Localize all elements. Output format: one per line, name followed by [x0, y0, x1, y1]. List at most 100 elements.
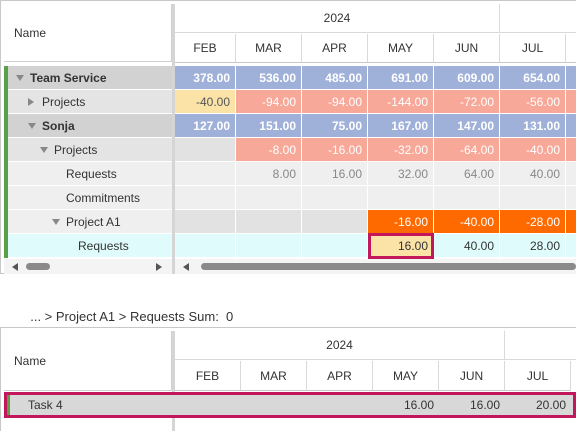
data-cell[interactable]: 167.00 [368, 114, 434, 138]
data-cell[interactable] [500, 186, 566, 210]
data-cell[interactable]: 378.00 [175, 66, 236, 90]
data-cell[interactable] [368, 186, 434, 210]
data-cell[interactable]: 485.00 [302, 66, 368, 90]
tree-row-projects[interactable]: Projects [8, 138, 172, 162]
tree-row-requests[interactable]: Requests [8, 234, 172, 258]
name-pane-scrollbar[interactable] [4, 259, 172, 274]
data-cell[interactable]: -16.00 [368, 210, 434, 234]
data-cell[interactable]: -72.00 [434, 90, 500, 114]
data-cell[interactable]: -144.00 [368, 90, 434, 114]
data-cell[interactable] [236, 234, 302, 258]
data-cell[interactable]: 536.00 [236, 66, 302, 90]
data-cell[interactable]: 654.00 [500, 66, 566, 90]
month-header-mar[interactable]: MAR [236, 34, 302, 63]
data-cell[interactable] [302, 210, 368, 234]
month-header-jun[interactable]: JUN [434, 34, 500, 63]
bottom-month-header-jun[interactable]: JUN [439, 361, 505, 391]
month-header-may[interactable]: MAY [368, 34, 434, 63]
cell-value: 64.00 [463, 166, 494, 181]
tree-row-commitments[interactable]: Commitments [8, 186, 172, 210]
bottom-month-header-jul[interactable]: JUL [505, 361, 571, 391]
data-cell[interactable]: 75.00 [302, 114, 368, 138]
bottom-month-header-feb[interactable]: FEB [175, 361, 241, 391]
bottom-data-cell[interactable]: 16.00 [373, 393, 439, 417]
data-cell[interactable]: -40.00 [500, 138, 566, 162]
tree-row-label: Sonja [42, 118, 75, 133]
data-pane-scrollbar[interactable] [175, 259, 576, 274]
scroll-left-icon[interactable] [183, 263, 189, 271]
row-level-indicator [4, 66, 8, 90]
data-cell-overflow [566, 162, 576, 186]
data-cell[interactable] [302, 186, 368, 210]
data-cell[interactable]: -40.00 [175, 90, 236, 114]
tree-row-projects[interactable]: Projects [8, 90, 172, 114]
tree-row-team-service[interactable]: Team Service [8, 66, 172, 90]
cell-value: 131.00 [523, 118, 560, 133]
cell-value: -144.00 [387, 94, 428, 109]
task-row-task-4[interactable]: Task 4 [10, 393, 172, 417]
expand-arrow-icon[interactable] [28, 97, 34, 106]
cell-value: 8.00 [272, 166, 296, 181]
data-cell[interactable]: -94.00 [236, 90, 302, 114]
data-cell[interactable]: -32.00 [368, 138, 434, 162]
scroll-right-icon[interactable] [156, 263, 162, 271]
bottom-month-header-apr[interactable]: APR [307, 361, 373, 391]
month-header-jul[interactable]: JUL [500, 34, 566, 63]
data-cell-overflow [566, 234, 576, 258]
data-cell[interactable] [175, 162, 236, 186]
month-header-feb[interactable]: FEB [175, 34, 236, 63]
scroll-left-icon[interactable] [12, 263, 18, 271]
data-cell[interactable] [302, 234, 368, 258]
data-cell[interactable] [175, 186, 236, 210]
data-cell[interactable]: 147.00 [434, 114, 500, 138]
month-header-apr[interactable]: APR [302, 34, 368, 63]
data-cell[interactable] [236, 186, 302, 210]
data-cell[interactable] [434, 186, 500, 210]
data-cell[interactable]: -56.00 [500, 90, 566, 114]
collapse-arrow-icon[interactable] [40, 146, 48, 153]
name-column-header[interactable]: Name [4, 4, 172, 62]
bottom-name-column-header[interactable]: Name [4, 331, 172, 391]
tree-row-sonja[interactable]: Sonja [8, 114, 172, 138]
data-cell[interactable]: 691.00 [368, 66, 434, 90]
data-cell[interactable]: 16.00 [368, 234, 434, 258]
collapse-arrow-icon[interactable] [28, 122, 36, 129]
cell-value: 151.00 [259, 118, 296, 133]
cell-value: 40.00 [463, 238, 494, 253]
data-cell[interactable]: -64.00 [434, 138, 500, 162]
scrollbar-thumb[interactable] [201, 263, 576, 270]
data-cell[interactable] [175, 210, 236, 234]
bottom-month-header-mar[interactable]: MAR [241, 361, 307, 391]
data-cell[interactable]: 32.00 [368, 162, 434, 186]
collapse-arrow-icon[interactable] [52, 218, 60, 225]
data-cell[interactable] [175, 138, 236, 162]
cell-value: 32.00 [397, 166, 428, 181]
collapse-arrow-icon[interactable] [16, 74, 24, 81]
scrollbar-thumb[interactable] [26, 263, 50, 270]
tree-row-project-a1[interactable]: Project A1 [8, 210, 172, 234]
data-cell[interactable]: 127.00 [175, 114, 236, 138]
month-header-next [566, 34, 576, 63]
data-cell[interactable]: 28.00 [500, 234, 566, 258]
data-cell[interactable]: 131.00 [500, 114, 566, 138]
bottom-data-cell[interactable]: 16.00 [439, 393, 505, 417]
data-cell[interactable] [175, 234, 236, 258]
data-cell[interactable]: -8.00 [236, 138, 302, 162]
data-cell[interactable]: 40.00 [500, 162, 566, 186]
breadcrumb: ... > Project A1 > Requests Sum: 0 [23, 294, 233, 324]
data-cell[interactable]: -16.00 [302, 138, 368, 162]
data-cell[interactable] [236, 210, 302, 234]
data-cell[interactable]: 16.00 [302, 162, 368, 186]
bottom-month-header-may[interactable]: MAY [373, 361, 439, 391]
data-cell[interactable]: -94.00 [302, 90, 368, 114]
data-cell[interactable]: -40.00 [434, 210, 500, 234]
data-cell[interactable]: 40.00 [434, 234, 500, 258]
bottom-data-cell[interactable]: 20.00 [505, 393, 571, 417]
month-label: JUL [526, 368, 549, 383]
data-cell[interactable]: 64.00 [434, 162, 500, 186]
tree-row-requests[interactable]: Requests [8, 162, 172, 186]
data-cell[interactable]: -28.00 [500, 210, 566, 234]
data-cell[interactable]: 151.00 [236, 114, 302, 138]
data-cell[interactable]: 8.00 [236, 162, 302, 186]
data-cell[interactable]: 609.00 [434, 66, 500, 90]
